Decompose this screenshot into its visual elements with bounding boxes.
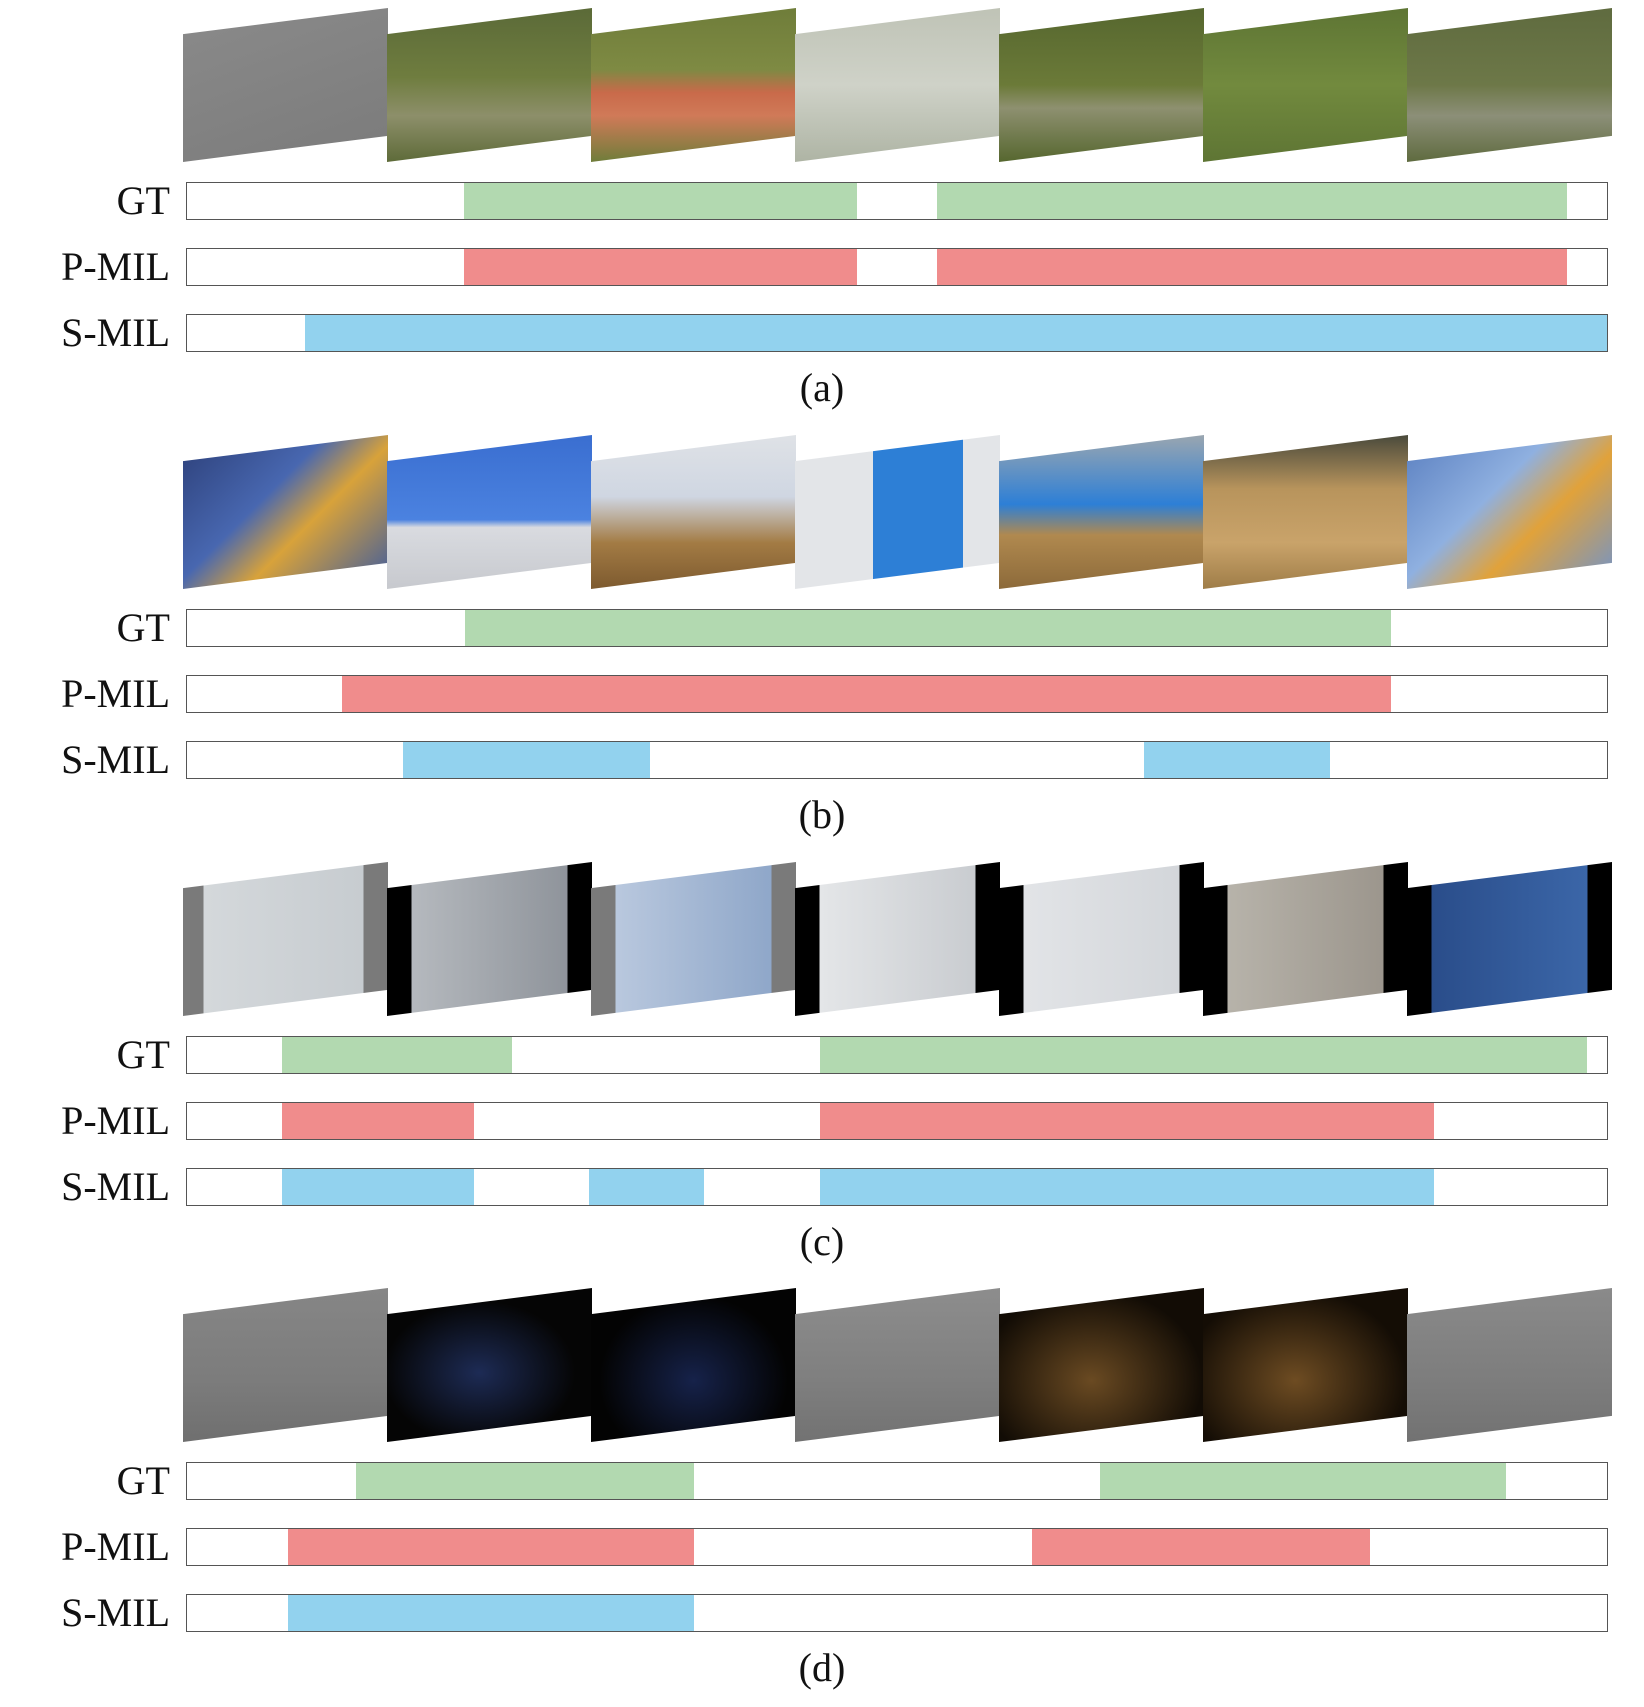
segment-gt <box>282 1037 513 1073</box>
timeline-track <box>186 314 1608 352</box>
row-label: P-MIL <box>61 244 170 289</box>
panel-caption: (b) <box>798 792 846 837</box>
video-frame <box>591 8 796 162</box>
timeline-track <box>186 1168 1608 1206</box>
video-frame <box>1203 435 1408 589</box>
video-frame <box>999 8 1204 162</box>
segment-gt <box>355 1463 694 1499</box>
video-frame <box>999 435 1204 589</box>
segment-s-mil <box>402 742 650 778</box>
segment-s-mil <box>282 1169 474 1205</box>
video-frame <box>1407 435 1612 589</box>
timeline-track <box>186 675 1608 713</box>
video-frame <box>387 862 592 1016</box>
frame-strip <box>183 8 1613 162</box>
row-label: GT <box>116 1458 170 1503</box>
row-label: S-MIL <box>61 1590 170 1635</box>
frame-strip <box>183 435 1613 589</box>
video-frame <box>1203 862 1408 1016</box>
segment-s-mil <box>1144 742 1331 778</box>
row-label: GT <box>116 178 170 223</box>
video-frame <box>387 1288 592 1442</box>
panel-caption: (a) <box>799 365 845 410</box>
row-label: S-MIL <box>61 310 170 355</box>
row-label: GT <box>116 605 170 650</box>
segment-s-mil <box>287 1595 694 1631</box>
segment-s-mil <box>304 315 1607 351</box>
timeline-track <box>186 248 1608 286</box>
video-frame <box>1407 1288 1612 1442</box>
segment-gt <box>936 183 1568 219</box>
panel: GT P-MIL S-MIL (d) <box>0 1280 1644 1700</box>
segment-gt <box>1100 1463 1507 1499</box>
video-frame <box>387 435 592 589</box>
video-frame <box>591 435 796 589</box>
timeline-track <box>186 1102 1608 1140</box>
row-label: P-MIL <box>61 1098 170 1143</box>
video-frame <box>999 1288 1204 1442</box>
panel-caption: (d) <box>798 1645 846 1690</box>
timeline-track <box>186 1528 1608 1566</box>
row-label: P-MIL <box>61 671 170 716</box>
video-frame <box>183 862 388 1016</box>
video-frame <box>999 862 1204 1016</box>
frame-strip <box>183 1288 1613 1442</box>
segment-p-mil <box>282 1103 474 1139</box>
video-frame <box>795 862 1000 1016</box>
video-frame <box>795 1288 1000 1442</box>
frame-strip <box>183 862 1613 1016</box>
video-frame <box>1203 1288 1408 1442</box>
segment-gt <box>463 183 858 219</box>
video-frame <box>1203 8 1408 162</box>
row-label: S-MIL <box>61 737 170 782</box>
panel: GT P-MIL S-MIL (a) <box>0 0 1644 420</box>
timeline-track <box>186 1462 1608 1500</box>
panel: GT P-MIL S-MIL (b) <box>0 427 1644 847</box>
segment-p-mil <box>1031 1529 1370 1565</box>
row-label: P-MIL <box>61 1524 170 1569</box>
timeline-track <box>186 741 1608 779</box>
video-frame <box>591 1288 796 1442</box>
timeline-track <box>186 1594 1608 1632</box>
video-frame <box>1407 8 1612 162</box>
timeline-track <box>186 182 1608 220</box>
panel-caption: (c) <box>799 1219 845 1264</box>
video-frame <box>183 8 388 162</box>
segment-gt <box>465 610 1392 646</box>
video-frame <box>183 435 388 589</box>
video-frame <box>387 8 592 162</box>
video-frame <box>183 1288 388 1442</box>
segment-s-mil <box>588 1169 704 1205</box>
segment-gt <box>820 1037 1588 1073</box>
panel: GT P-MIL S-MIL (c) <box>0 854 1644 1274</box>
segment-p-mil <box>820 1103 1434 1139</box>
video-frame <box>795 8 1000 162</box>
segment-p-mil <box>287 1529 694 1565</box>
video-frame <box>591 862 796 1016</box>
video-frame <box>795 435 1000 589</box>
timeline-track <box>186 1036 1608 1074</box>
segment-p-mil <box>936 249 1568 285</box>
segment-s-mil <box>820 1169 1434 1205</box>
segment-p-mil <box>341 676 1392 712</box>
row-label: S-MIL <box>61 1164 170 1209</box>
row-label: GT <box>116 1032 170 1077</box>
video-frame <box>1407 862 1612 1016</box>
timeline-track <box>186 609 1608 647</box>
segment-p-mil <box>463 249 858 285</box>
